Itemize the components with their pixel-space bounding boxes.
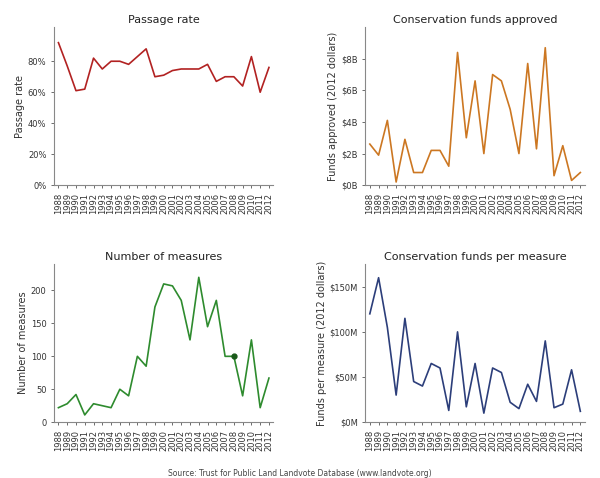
Y-axis label: Passage rate: Passage rate <box>15 75 25 138</box>
Title: Conservation funds approved: Conservation funds approved <box>393 15 557 25</box>
Title: Passage rate: Passage rate <box>128 15 200 25</box>
Title: Number of measures: Number of measures <box>105 252 222 262</box>
Title: Conservation funds per measure: Conservation funds per measure <box>384 252 566 262</box>
Text: Source: Trust for Public Land Landvote Database (www.landvote.org): Source: Trust for Public Land Landvote D… <box>168 468 432 478</box>
Y-axis label: Funds per measure (2012 dollars): Funds per measure (2012 dollars) <box>317 261 326 426</box>
Y-axis label: Funds approved (2012 dollars): Funds approved (2012 dollars) <box>328 32 338 181</box>
Y-axis label: Number of measures: Number of measures <box>18 292 28 394</box>
